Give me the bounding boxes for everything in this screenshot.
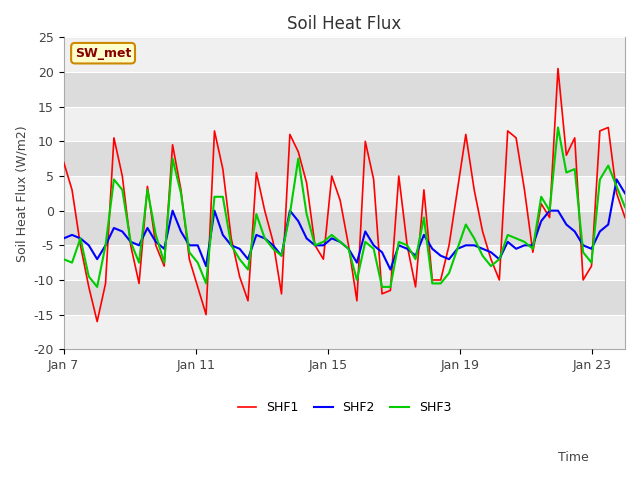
SHF2 — [579, 242, 587, 248]
Bar — [63, 280, 625, 314]
Legend: SHF1, SHF2, SHF3: SHF1, SHF2, SHF3 — [232, 396, 456, 419]
SHF2 — [470, 242, 478, 248]
SHF3 — [554, 125, 562, 131]
SHF2 — [60, 236, 67, 241]
Bar — [63, 141, 625, 176]
Bar — [63, 211, 625, 245]
SHF3 — [445, 270, 453, 276]
SHF1 — [445, 242, 453, 248]
Text: Time: Time — [558, 451, 589, 464]
SHF3 — [621, 204, 629, 210]
Bar — [63, 37, 625, 72]
Text: SW_met: SW_met — [75, 47, 131, 60]
SHF1 — [588, 263, 595, 269]
SHF1 — [93, 319, 101, 324]
SHF3 — [93, 284, 101, 290]
SHF2 — [512, 246, 520, 252]
Bar — [63, 176, 625, 211]
SHF1 — [554, 66, 562, 72]
Line: SHF3: SHF3 — [63, 128, 625, 287]
SHF1 — [571, 135, 579, 141]
SHF3 — [579, 250, 587, 255]
SHF3 — [512, 236, 520, 241]
Title: Soil Heat Flux: Soil Heat Flux — [287, 15, 401, 33]
Line: SHF2: SHF2 — [63, 180, 625, 270]
Y-axis label: Soil Heat Flux (W/m2): Soil Heat Flux (W/m2) — [15, 125, 28, 262]
SHF2 — [612, 177, 620, 182]
Bar — [63, 107, 625, 141]
SHF2 — [621, 191, 629, 196]
SHF1 — [579, 277, 587, 283]
SHF3 — [588, 260, 595, 265]
SHF3 — [60, 256, 67, 262]
Bar — [63, 314, 625, 349]
SHF1 — [621, 215, 629, 220]
SHF1 — [470, 187, 478, 193]
SHF3 — [470, 236, 478, 241]
SHF3 — [571, 166, 579, 172]
SHF2 — [445, 256, 453, 262]
SHF2 — [563, 222, 570, 228]
SHF2 — [387, 267, 394, 273]
SHF1 — [512, 135, 520, 141]
Bar — [63, 72, 625, 107]
SHF2 — [571, 228, 579, 234]
Line: SHF1: SHF1 — [63, 69, 625, 322]
Bar — [63, 245, 625, 280]
SHF1 — [60, 159, 67, 165]
